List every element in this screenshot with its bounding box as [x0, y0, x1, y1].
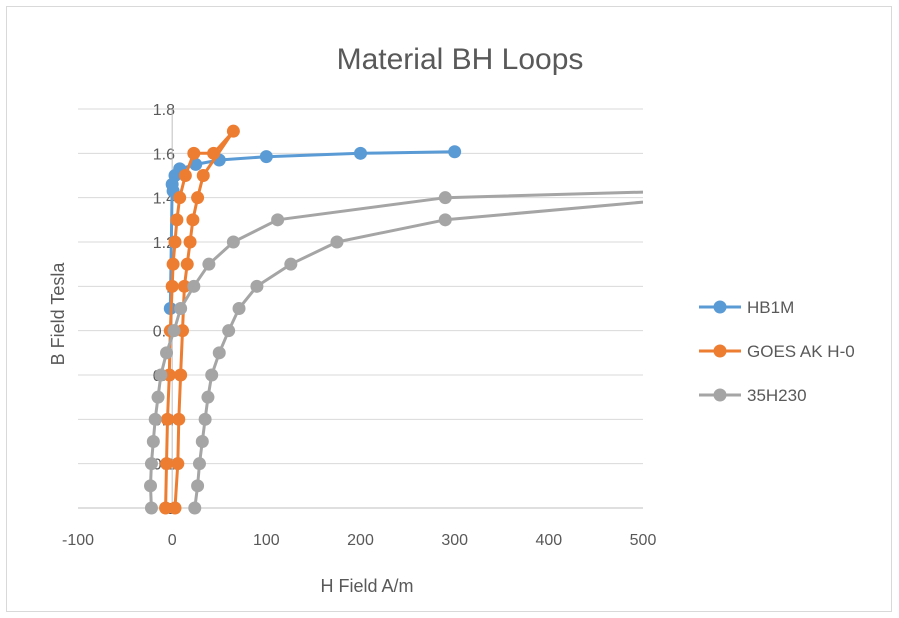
data-point — [438, 213, 452, 227]
data-point — [354, 146, 367, 160]
x-tick-label: 300 — [441, 532, 468, 549]
x-tick-label: 0 — [168, 532, 177, 549]
legend-marker — [713, 344, 727, 358]
y-tick-label: 1.6 — [153, 146, 175, 163]
data-point — [180, 257, 194, 271]
series-line — [193, 200, 643, 509]
data-point — [151, 390, 165, 404]
data-point — [160, 457, 174, 471]
data-point — [168, 501, 182, 515]
data-point — [201, 390, 215, 404]
chart-frame: 00.20.40.60.811.21.41.61.8-1000100200300… — [6, 6, 892, 612]
data-point — [174, 368, 188, 382]
data-point — [187, 146, 201, 160]
data-point — [271, 213, 285, 227]
series-line — [168, 150, 455, 309]
data-point — [202, 257, 216, 271]
legend-label: 35H230 — [747, 386, 807, 405]
x-tick-label: -100 — [62, 532, 94, 549]
legend-marker — [713, 388, 727, 402]
data-point — [174, 302, 188, 315]
data-point — [148, 412, 162, 426]
legend-label: GOES AK H-0 — [747, 342, 855, 361]
data-point — [188, 501, 202, 515]
data-point — [330, 235, 344, 249]
data-point — [189, 157, 203, 171]
chart-title: Material BH Loops — [337, 43, 584, 76]
data-point — [160, 346, 174, 360]
data-point — [166, 257, 180, 271]
legend-marker — [713, 300, 727, 314]
data-point — [160, 412, 174, 426]
data-point — [173, 191, 187, 205]
data-point — [187, 279, 201, 293]
y-axis-title: B Field Tesla — [48, 262, 68, 366]
data-point — [154, 368, 168, 382]
data-point — [178, 169, 192, 182]
data-point — [284, 257, 298, 271]
data-point — [198, 412, 212, 426]
data-point — [159, 501, 173, 515]
y-tick-label: 1.8 — [153, 102, 175, 119]
x-tick-label: 100 — [253, 532, 280, 549]
data-point — [191, 191, 205, 205]
data-point — [167, 324, 181, 338]
data-point — [186, 213, 200, 227]
data-point — [170, 213, 184, 227]
x-axis-title: H Field A/m — [320, 576, 413, 596]
series-group — [144, 124, 643, 515]
series-3 — [144, 190, 643, 515]
x-tick-label: 200 — [347, 532, 374, 549]
data-point — [168, 235, 182, 249]
data-point — [146, 435, 160, 448]
legend: HB1M GOES AK H-0 35H230 — [699, 298, 855, 405]
data-point — [165, 279, 179, 293]
data-point — [222, 324, 236, 338]
x-tick-label: 500 — [630, 532, 657, 549]
chart-svg: 00.20.40.60.811.21.41.61.8-1000100200300… — [48, 43, 855, 596]
data-point — [438, 191, 452, 205]
data-point — [192, 457, 206, 471]
data-point — [226, 124, 240, 138]
data-point — [212, 346, 226, 360]
series-1 — [163, 145, 462, 315]
data-point — [171, 457, 185, 471]
data-point — [191, 479, 205, 493]
data-point — [144, 501, 158, 515]
data-point — [183, 235, 197, 249]
data-point — [226, 235, 240, 249]
data-point — [250, 279, 264, 293]
x-tick-label: 400 — [535, 532, 562, 549]
data-point — [205, 368, 219, 382]
plot-area — [144, 124, 643, 515]
legend-label: HB1M — [747, 298, 794, 317]
data-point — [196, 169, 210, 182]
data-point — [259, 150, 273, 164]
data-point — [207, 146, 221, 160]
data-point — [172, 412, 186, 426]
data-point — [144, 479, 158, 493]
data-point — [177, 279, 191, 293]
data-point — [144, 457, 158, 471]
data-point — [448, 145, 462, 159]
data-point — [232, 302, 246, 315]
data-point — [195, 435, 209, 448]
